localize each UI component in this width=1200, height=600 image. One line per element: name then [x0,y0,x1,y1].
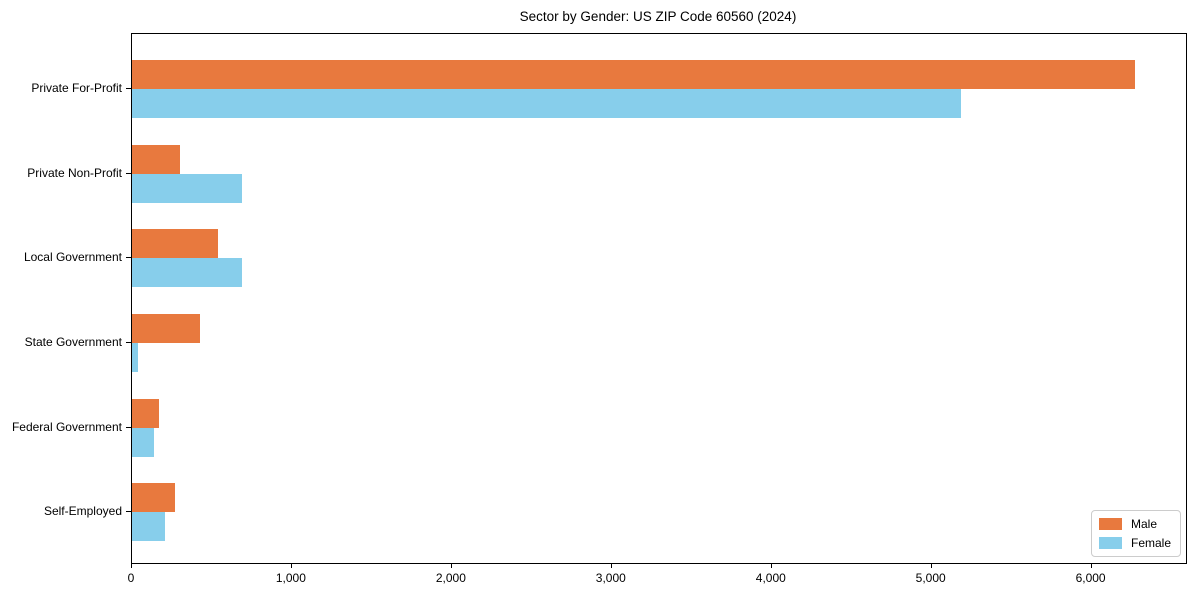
bar-female-state-government [132,342,138,372]
x-tick-2000 [450,563,452,568]
y-tick-local-government [126,257,131,259]
bar-male-federal-government [132,398,160,428]
bar-male-private-non-profit [132,144,180,174]
legend-label-female: Female [1130,536,1171,550]
y-tick-self-employed [126,511,131,513]
chart-title: Sector by Gender: US ZIP Code 60560 (202… [519,9,797,24]
bar-male-local-government [132,229,219,259]
legend-item-male: Male [1098,517,1171,531]
category-label-private-non-profit: Private Non-Profit [27,165,122,180]
male-series-swatch [1098,518,1122,530]
bars-layer [132,34,1186,563]
legend-label-male: Male [1130,517,1157,531]
category-label-state-government: State Government [24,334,122,349]
x-tick-3000 [610,563,612,568]
bar-female-federal-government [132,427,155,457]
x-tick-label-1000: 1,000 [275,571,306,585]
x-tick-label-4000: 4,000 [755,571,786,585]
x-tick-4000 [770,563,772,568]
x-tick-1000 [290,563,292,568]
female-series-swatch [1098,537,1122,549]
bar-male-private-for-profit [132,60,1135,89]
bar-male-state-government [132,313,200,343]
y-tick-private-for-profit [126,88,131,89]
bar-female-local-government [132,258,243,288]
category-label-local-government: Local Government [23,250,122,265]
x-tick-0 [131,563,132,568]
bar-male-self-employed [132,483,176,513]
plot-area: Male Female [131,33,1187,564]
x-tick-label-5000: 5,000 [915,571,946,585]
legend: Male Female [1090,510,1181,557]
y-tick-private-non-profit [126,172,131,174]
x-tick-label-0: 0 [127,571,135,585]
legend-item-female: Female [1098,536,1171,550]
x-tick-6000 [1090,563,1092,568]
y-tick-state-government [126,341,131,343]
bar-female-private-for-profit [132,89,961,118]
x-tick-5000 [930,563,932,568]
category-label-self-employed: Self-Employed [43,504,122,519]
category-label-federal-government: Federal Government [11,419,122,434]
x-tick-label-6000: 6,000 [1075,571,1106,585]
x-tick-label-3000: 3,000 [595,571,626,585]
x-tick-label-2000: 2,000 [435,571,466,585]
bar-female-self-employed [132,512,165,542]
y-tick-federal-government [126,426,131,428]
category-label-private-for-profit: Private For-Profit [31,81,122,95]
bar-female-private-non-profit [132,173,243,203]
